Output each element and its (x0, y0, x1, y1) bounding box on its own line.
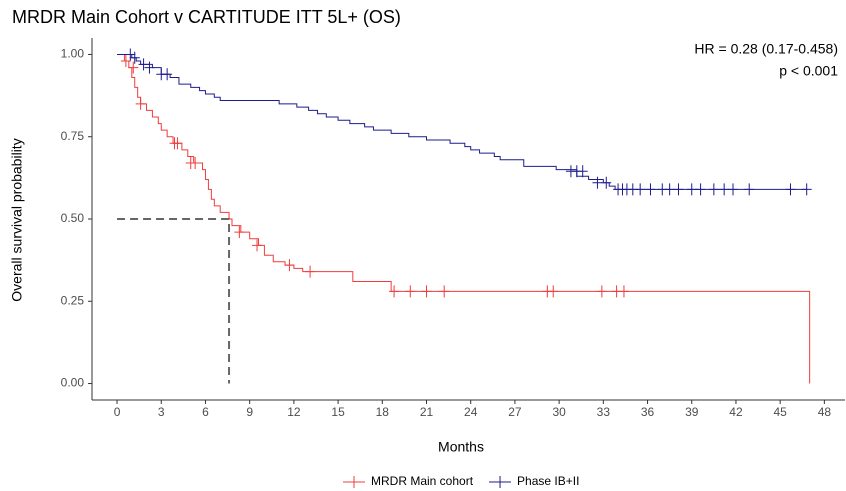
censor-mark (144, 61, 155, 74)
censor-mark (120, 55, 131, 68)
x-axis-label: Months (438, 439, 484, 455)
x-tick-label: 30 (552, 405, 566, 419)
annotation: p < 0.001 (779, 63, 838, 79)
censor-mark (592, 176, 603, 189)
x-tick-label: 33 (597, 405, 611, 419)
censor-mark (128, 61, 139, 74)
survival-curve (117, 53, 811, 384)
x-tick-label: 15 (331, 405, 345, 419)
censor-mark (172, 137, 183, 150)
censor-mark (695, 183, 706, 196)
censor-mark (162, 68, 173, 81)
censor-mark (305, 265, 316, 278)
censor-mark (389, 285, 400, 298)
censor-mark (284, 259, 295, 272)
censor-mark (190, 157, 201, 170)
censor-mark (596, 285, 607, 298)
x-tick-label: 36 (641, 405, 655, 419)
x-tick-label: 24 (464, 405, 478, 419)
x-tick-label: 12 (287, 405, 301, 419)
legend-label: Phase IB+II (517, 474, 579, 488)
x-tick-label: 39 (685, 405, 699, 419)
y-axis-label: Overall survival probability (9, 138, 25, 301)
x-tick-label: 45 (773, 405, 787, 419)
censor-mark (125, 48, 136, 61)
censor-mark (719, 183, 730, 196)
x-tick-label: 9 (246, 405, 253, 419)
censor-mark (234, 226, 245, 239)
censor-mark (548, 285, 559, 298)
chart-title: MRDR Main Cohort v CARTITUDE ITT 5L+ (OS… (12, 7, 401, 27)
x-tick-label: 27 (508, 405, 522, 419)
x-tick-label: 48 (818, 405, 832, 419)
x-tick-label: 21 (420, 405, 434, 419)
censor-mark (785, 183, 796, 196)
censor-mark (252, 239, 263, 252)
x-tick-label: 0 (114, 405, 121, 419)
censor-mark (801, 183, 812, 196)
x-tick-label: 18 (376, 405, 390, 419)
censor-mark (135, 97, 146, 110)
censor-mark (421, 285, 432, 298)
annotation: HR = 0.28 (0.17-0.458) (694, 41, 838, 57)
legend-symbol (343, 476, 365, 488)
censor-mark (601, 176, 612, 189)
y-tick-label: 0.50 (61, 211, 85, 225)
censor-mark (728, 183, 739, 196)
y-tick-label: 0.00 (61, 376, 85, 390)
censor-mark (129, 51, 140, 64)
censor-mark (405, 285, 416, 298)
censor-mark (664, 183, 675, 196)
censor-mark (439, 285, 450, 298)
censor-mark (673, 183, 684, 196)
legend-label: MRDR Main cohort (371, 474, 474, 488)
censor-mark (138, 58, 149, 71)
survival-curve (117, 53, 807, 190)
y-tick-label: 0.75 (61, 129, 85, 143)
censor-mark (708, 183, 719, 196)
x-tick-label: 3 (158, 405, 165, 419)
legend-symbol (489, 476, 512, 488)
median-line (117, 218, 231, 384)
censor-mark (577, 165, 588, 178)
censor-mark (686, 183, 697, 196)
x-tick-label: 6 (202, 405, 209, 419)
y-tick-label: 0.25 (61, 293, 85, 307)
censor-mark (618, 285, 629, 298)
censor-mark (635, 183, 646, 196)
censor-mark (645, 183, 656, 196)
x-tick-label: 42 (729, 405, 743, 419)
censor-mark (744, 183, 755, 196)
y-tick-label: 1.00 (61, 47, 85, 61)
